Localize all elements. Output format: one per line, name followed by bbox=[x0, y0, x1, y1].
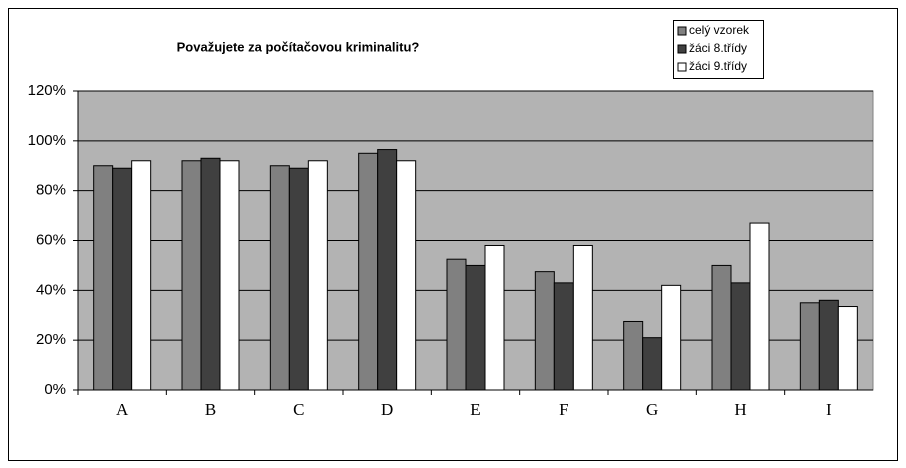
legend-swatch bbox=[677, 62, 687, 72]
bar bbox=[358, 152, 379, 391]
legend-label: žáci 8.třídy bbox=[689, 41, 747, 55]
bar bbox=[642, 337, 663, 391]
x-tick-label: C bbox=[293, 400, 304, 419]
bar bbox=[837, 306, 858, 391]
x-tick-label: F bbox=[559, 400, 568, 419]
bar bbox=[818, 299, 839, 391]
bar bbox=[534, 271, 555, 391]
bar bbox=[269, 165, 290, 391]
y-tick-label: 120% bbox=[28, 82, 66, 99]
bar bbox=[93, 165, 114, 391]
bar bbox=[730, 282, 751, 391]
x-tick-label: D bbox=[381, 400, 393, 419]
x-tick-label: E bbox=[470, 400, 480, 419]
legend bbox=[673, 20, 764, 79]
bar bbox=[446, 258, 467, 391]
bar bbox=[572, 244, 593, 391]
bar bbox=[131, 160, 152, 391]
bar bbox=[799, 302, 820, 391]
y-tick-label: 20% bbox=[36, 331, 66, 348]
x-tick-label: H bbox=[734, 400, 746, 419]
bar bbox=[200, 157, 221, 391]
y-tick-label: 100% bbox=[28, 132, 66, 149]
bar bbox=[484, 244, 505, 391]
bar bbox=[377, 149, 398, 391]
legend-swatch bbox=[677, 26, 687, 36]
y-tick-label: 60% bbox=[36, 231, 66, 248]
bar bbox=[661, 284, 682, 391]
bar bbox=[288, 167, 309, 391]
bar bbox=[307, 160, 328, 391]
legend-label: celý vzorek bbox=[689, 23, 750, 37]
bar bbox=[219, 160, 240, 391]
y-tick-label: 40% bbox=[36, 281, 66, 298]
bar bbox=[623, 320, 644, 391]
bar bbox=[553, 282, 574, 391]
x-tick-label: I bbox=[826, 400, 832, 419]
legend-label: žáci 9.třídy bbox=[689, 59, 747, 73]
y-tick-label: 0% bbox=[44, 381, 66, 398]
bar bbox=[465, 264, 486, 391]
bar bbox=[711, 264, 732, 391]
bar bbox=[749, 222, 770, 391]
x-tick-label: A bbox=[116, 400, 129, 419]
bar bbox=[396, 160, 417, 391]
x-tick-label: B bbox=[205, 400, 216, 419]
legend-swatch bbox=[677, 44, 687, 54]
x-tick-label: G bbox=[646, 400, 658, 419]
chart-title: Považujete za počítačovou kriminalitu? bbox=[177, 39, 420, 54]
y-tick-label: 80% bbox=[36, 182, 66, 199]
bar bbox=[112, 167, 133, 391]
bar bbox=[181, 160, 202, 391]
